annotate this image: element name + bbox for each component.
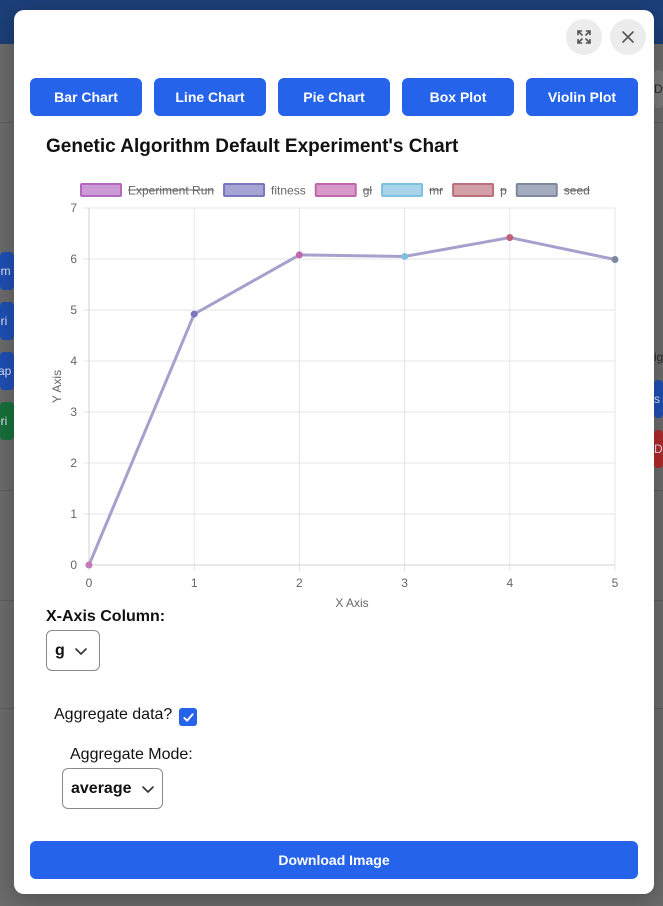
aggregate-mode-label: Aggregate Mode:: [70, 746, 193, 763]
x-tick-label: 2: [296, 576, 303, 590]
x-axis-column-select[interactable]: g: [46, 630, 100, 671]
x-axis-column-value: g: [55, 641, 65, 659]
x-tick-label: 5: [612, 576, 619, 590]
data-point: [506, 234, 514, 242]
legend-swatch: [314, 183, 357, 197]
x-tick-label: 1: [191, 576, 198, 590]
background-chip: eri: [0, 302, 14, 340]
x-axis-column-label: X-Axis Column:: [46, 608, 166, 625]
legend-swatch: [452, 183, 495, 197]
chart-title: Genetic Algorithm Default Experiment's C…: [46, 136, 459, 157]
aggregate-data-checkbox[interactable]: [179, 708, 197, 726]
legend-label: fitness: [271, 184, 306, 198]
x-axis-title: X Axis: [335, 596, 368, 610]
close-button[interactable]: [610, 19, 646, 55]
background-chip: De: [654, 430, 663, 468]
y-tick-label: 2: [70, 456, 77, 470]
y-tick-label: 6: [70, 252, 77, 266]
y-tick-label: 0: [70, 558, 77, 572]
data-point: [611, 256, 619, 264]
download-image-button[interactable]: Download Image: [30, 841, 638, 879]
x-tick-label: 4: [506, 576, 513, 590]
aggregate-data-label: Aggregate data?: [54, 706, 173, 723]
background-chip: ig: [654, 338, 663, 376]
tab-line-chart[interactable]: Line Chart: [154, 78, 266, 116]
tab-box-plot[interactable]: Box Plot: [402, 78, 514, 116]
data-point: [401, 252, 409, 260]
legend-swatch: [223, 183, 266, 197]
tab-violin-plot[interactable]: Violin Plot: [526, 78, 638, 116]
aggregate-mode-select[interactable]: average: [62, 768, 163, 809]
y-tick-label: 1: [70, 507, 77, 521]
data-point: [85, 561, 93, 569]
y-tick-label: 7: [70, 201, 77, 215]
y-axis-title: Y Axis: [50, 370, 64, 403]
tab-bar-chart[interactable]: Bar Chart: [30, 78, 142, 116]
legend-swatch: [381, 183, 424, 197]
expand-button[interactable]: [566, 19, 602, 55]
chevron-down-icon: [141, 785, 154, 793]
tab-pie-chart[interactable]: Pie Chart: [278, 78, 390, 116]
legend-swatch: [515, 183, 558, 197]
aggregate-mode-value: average: [71, 779, 132, 797]
chart-modal: Bar Chart Line Chart Pie Chart Box Plot …: [14, 10, 654, 894]
y-tick-label: 4: [70, 354, 77, 368]
data-point: [190, 310, 198, 318]
x-tick-label: 3: [401, 576, 408, 590]
series-line-fitness: [87, 236, 616, 566]
y-tick-label: 5: [70, 303, 77, 317]
check-icon: [182, 712, 194, 722]
data-point: [295, 251, 303, 259]
background-chip: Da: [654, 70, 663, 108]
legend-swatch: [80, 183, 122, 197]
chart-type-tabs: Bar Chart Line Chart Pie Chart Box Plot …: [30, 78, 638, 116]
x-tick-label: 0: [86, 576, 93, 590]
background-chip: rap: [0, 352, 14, 390]
close-icon: [622, 31, 634, 43]
background-chip: eri: [0, 402, 14, 440]
background-chip: s: [654, 380, 663, 418]
expand-icon: [577, 30, 591, 44]
chevron-down-icon: [74, 647, 87, 655]
y-tick-label: 3: [70, 405, 77, 419]
background-chip: em: [0, 252, 14, 290]
